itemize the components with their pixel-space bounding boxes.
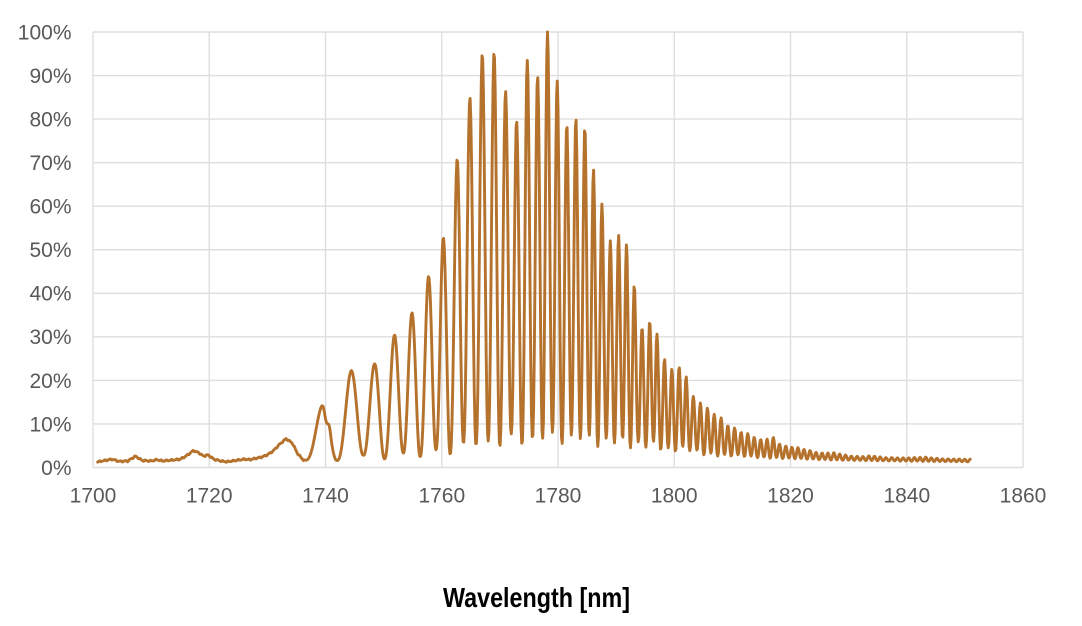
svg-text:10%: 10%: [29, 413, 71, 436]
svg-text:80%: 80%: [29, 109, 71, 132]
svg-text:100%: 100%: [18, 21, 72, 44]
svg-text:40%: 40%: [29, 283, 71, 306]
svg-text:50%: 50%: [29, 239, 71, 262]
svg-text:1780: 1780: [535, 485, 582, 508]
svg-text:30%: 30%: [29, 326, 71, 349]
svg-text:1860: 1860: [1000, 485, 1047, 508]
svg-text:1740: 1740: [302, 485, 349, 508]
svg-text:1820: 1820: [767, 485, 814, 508]
svg-text:1700: 1700: [70, 485, 117, 508]
svg-text:1760: 1760: [418, 485, 465, 508]
svg-text:Wavelength [nm]: Wavelength [nm]: [443, 582, 630, 613]
svg-text:60%: 60%: [29, 196, 71, 219]
svg-text:0%: 0%: [41, 457, 71, 480]
svg-text:1800: 1800: [651, 485, 698, 508]
svg-text:1840: 1840: [883, 485, 930, 508]
svg-text:70%: 70%: [29, 152, 71, 175]
svg-text:1720: 1720: [186, 485, 233, 508]
svg-text:20%: 20%: [29, 370, 71, 393]
svg-text:90%: 90%: [29, 65, 71, 88]
